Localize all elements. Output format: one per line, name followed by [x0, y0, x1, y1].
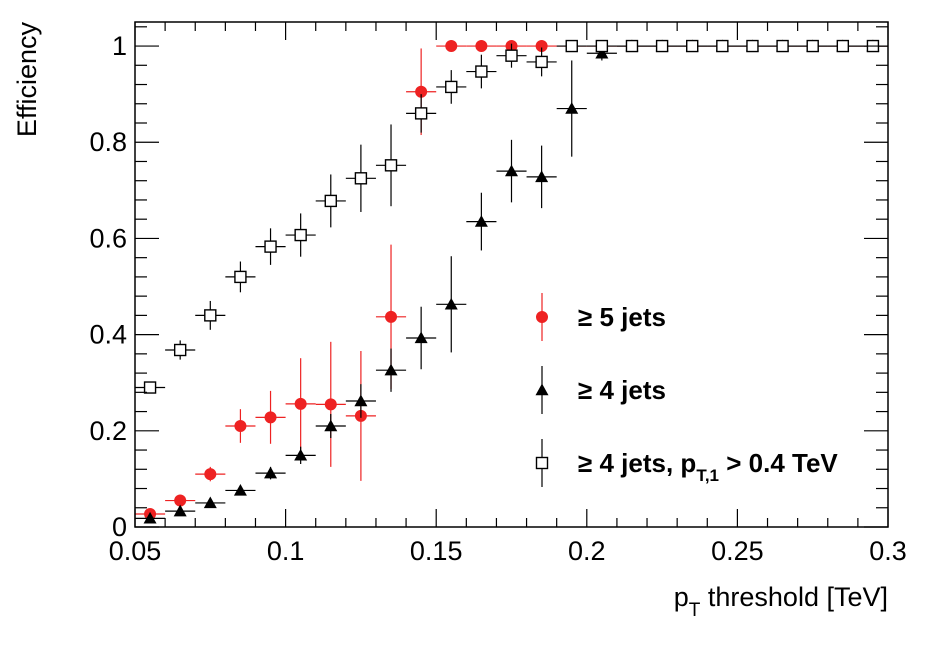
x-axis-title: pT threshold [TeV]	[674, 582, 888, 621]
y-tick-label: 0.4	[89, 320, 127, 350]
data-point	[294, 448, 308, 461]
data-point	[143, 381, 157, 394]
y-tick-label: 1	[112, 31, 127, 61]
data-point	[143, 511, 157, 524]
legend-label: ≥ 5 jets	[578, 302, 666, 332]
data-point	[595, 46, 609, 59]
x-tick-label: 0.3	[869, 536, 907, 566]
plot-frame	[134, 21, 889, 528]
data-point	[324, 398, 337, 411]
data-point	[234, 420, 247, 432]
legend-label-rest: > 0.4 TeV	[719, 448, 838, 478]
data-point	[203, 496, 217, 509]
data-point	[565, 102, 579, 114]
legend-label: ≥ 4 jets	[578, 375, 666, 405]
data-point	[384, 159, 398, 172]
data-point	[234, 270, 247, 284]
data-point	[384, 363, 398, 376]
data-point	[776, 39, 789, 53]
x-tick-label: 0.1	[267, 536, 305, 566]
legend-entry-2: ≥ 4 jets	[535, 366, 666, 414]
data-point	[294, 397, 307, 410]
data-point	[595, 39, 609, 53]
legend-label-main: ≥ 5 jets	[578, 302, 666, 332]
data-point	[836, 39, 850, 53]
legend: ≥ 5 jets ≥ 4 jets ≥ 4 jets, pT,1 > 0.4 TeV	[535, 293, 838, 487]
data-point	[625, 39, 639, 53]
legend-label-main: ≥ 4 jets, p	[578, 448, 696, 478]
data-point	[414, 331, 428, 344]
data-point	[173, 504, 187, 517]
data-point	[475, 65, 488, 78]
x-axis-title-main: p	[674, 582, 689, 612]
legend-entry-1: ≥ 5 jets	[536, 293, 666, 341]
legend-marker	[535, 383, 549, 396]
legend-entry-3: ≥ 4 jets, pT,1 > 0.4 TeV	[535, 439, 838, 487]
x-axis-title-sub: T	[689, 600, 701, 621]
data-point	[746, 39, 759, 53]
data-point	[204, 468, 217, 481]
chart-marks	[135, 39, 888, 524]
data-point	[174, 494, 187, 507]
data-point	[565, 39, 578, 53]
legend-marker	[536, 311, 548, 323]
y-tick-label: 0.8	[89, 127, 127, 157]
legend-label-sub: T,1	[696, 466, 719, 485]
axes: 0.05 0.1 0.15 0.2 0.25 0.3 0 0.2 0.4 0.6 0.8 1 pT th…	[12, 22, 907, 621]
data-point	[264, 411, 277, 424]
data-point	[414, 107, 428, 120]
y-tick-label: 0	[112, 512, 127, 542]
data-point	[445, 40, 458, 53]
data-point	[354, 394, 368, 407]
data-point	[535, 170, 549, 183]
data-point	[445, 80, 458, 94]
data-point	[385, 310, 398, 323]
data-point	[505, 49, 518, 62]
data-point	[716, 39, 729, 53]
x-tick-label: 0.25	[711, 536, 764, 566]
x-tick-label: 0.05	[109, 536, 162, 566]
data-point	[535, 55, 548, 69]
data-point	[475, 40, 488, 53]
y-axis-title: Efficiency	[12, 22, 42, 138]
data-point	[474, 215, 488, 227]
data-point	[505, 164, 518, 177]
x-tick-label: 0.15	[410, 536, 463, 566]
data-point	[324, 194, 337, 208]
data-point	[324, 419, 338, 432]
y-tick-label: 0.2	[89, 416, 127, 446]
data-point	[204, 309, 217, 322]
data-point	[264, 240, 277, 253]
x-tick-label: 0.2	[568, 536, 606, 566]
series-3	[135, 39, 888, 394]
legend-marker	[535, 456, 549, 470]
legend-label-main: ≥ 4 jets	[578, 375, 666, 405]
data-point	[354, 172, 368, 185]
y-tick-label: 0.6	[89, 223, 127, 253]
data-point	[806, 39, 819, 53]
x-axis-title-rest: threshold [TeV]	[700, 582, 888, 612]
data-point	[686, 39, 699, 53]
data-point	[655, 39, 669, 53]
data-point	[173, 343, 187, 357]
data-point	[294, 228, 307, 242]
data-point	[233, 483, 247, 496]
data-point	[444, 297, 458, 310]
legend-label: ≥ 4 jets, pT,1 > 0.4 TeV	[578, 448, 838, 485]
data-point	[264, 466, 278, 479]
